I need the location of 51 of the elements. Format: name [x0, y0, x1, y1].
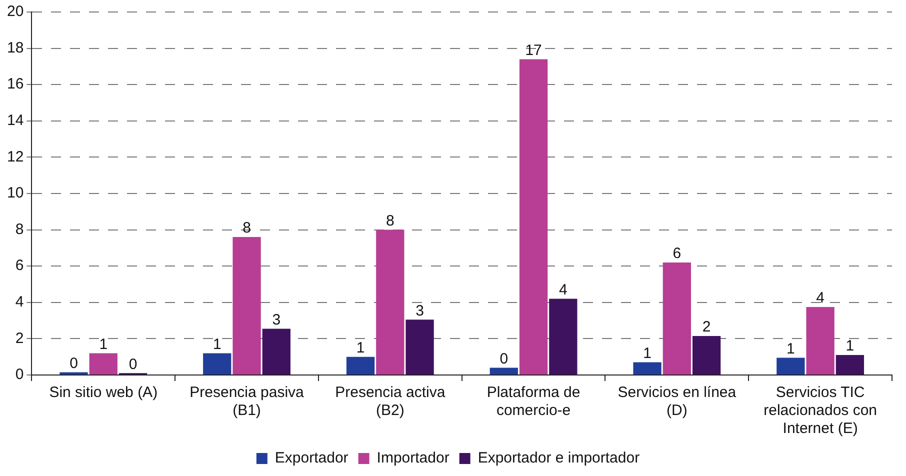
- bar: [692, 336, 721, 374]
- data-label: 1: [212, 336, 222, 353]
- data-label: 1: [99, 336, 108, 353]
- y-tick-label: 12: [6, 148, 24, 166]
- bar: [519, 59, 548, 374]
- bar: [89, 353, 118, 374]
- data-label: 2: [702, 318, 711, 336]
- bar: [262, 328, 290, 374]
- bar: [662, 262, 691, 374]
- bar: [490, 368, 518, 374]
- y-tick-label: 8: [15, 220, 24, 238]
- x-tick-label: Sin sitio web (A): [49, 384, 158, 402]
- legend-label: Importador: [376, 450, 450, 467]
- legend-label: Exportador e importador: [478, 450, 640, 467]
- data-label: 8: [386, 212, 394, 230]
- x-tick-label: Servicios TIC relacionados con Internet (E): [764, 384, 878, 438]
- y-tick-label: 20: [6, 3, 24, 20]
- y-tick-label: 4: [15, 294, 24, 311]
- data-label: 1: [356, 339, 365, 356]
- data-label: 0: [500, 350, 508, 368]
- data-label: 1: [786, 340, 795, 358]
- data-label: 4: [558, 281, 568, 298]
- bar: [549, 298, 578, 374]
- bar: [346, 356, 375, 374]
- bar: [806, 306, 834, 374]
- bar: [776, 358, 805, 374]
- data-label: 1: [643, 344, 652, 362]
- data-label: 6: [672, 245, 682, 262]
- bar: [406, 320, 434, 374]
- bar: [232, 237, 261, 374]
- y-tick-label: 10: [6, 184, 24, 202]
- data-label: 0: [128, 356, 138, 373]
- x-tick-label: Presencia activa (B2): [335, 384, 446, 420]
- data-label: 3: [416, 302, 424, 320]
- y-tick-label: 18: [6, 39, 24, 56]
- data-label: 0: [70, 354, 78, 372]
- y-tick-label: 16: [6, 76, 24, 93]
- data-label: 1: [846, 338, 854, 355]
- bar: [633, 362, 662, 374]
- bar: [203, 353, 232, 374]
- bar: [376, 230, 404, 374]
- legend-label: Exportador: [274, 450, 348, 467]
- data-label: 3: [272, 311, 281, 328]
- x-tick-label: Presencia pasiva (B1): [190, 384, 305, 420]
- y-tick-label: 14: [6, 112, 24, 130]
- x-tick-label: Servicios en línea (D): [618, 384, 737, 420]
- x-tick-label: Plataforma de comercio-e: [486, 384, 580, 420]
- bar: [836, 355, 864, 374]
- y-tick-label: 6: [15, 257, 24, 274]
- y-tick-label: 2: [15, 330, 24, 347]
- y-tick-label: 0: [15, 366, 24, 384]
